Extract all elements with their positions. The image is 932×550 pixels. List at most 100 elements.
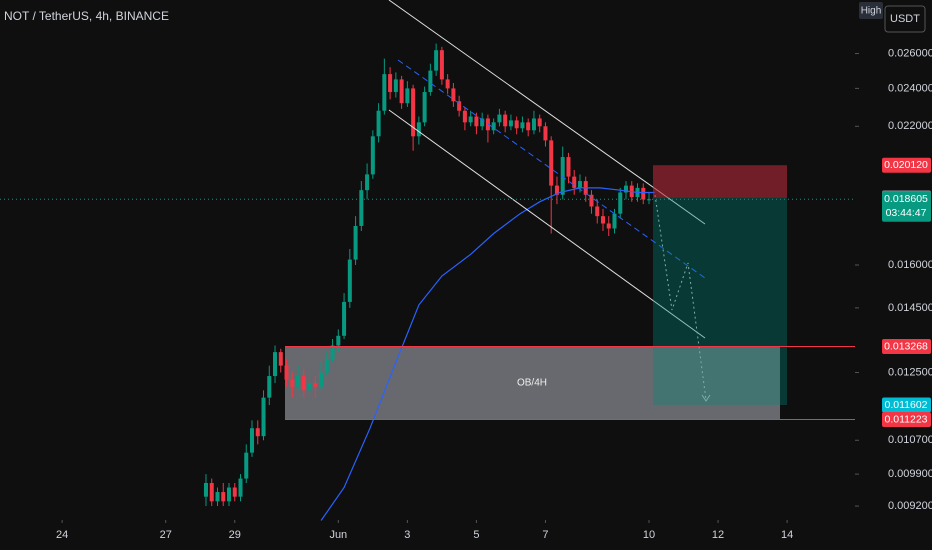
price-mode[interactable]: High bbox=[861, 6, 882, 17]
candle-body bbox=[647, 199, 652, 201]
candle-body bbox=[324, 358, 329, 373]
y-tick-label: 0.022000 bbox=[888, 120, 932, 132]
channel-lower bbox=[388, 109, 706, 339]
x-tick-label: 24 bbox=[56, 529, 68, 541]
stop-zone bbox=[653, 165, 787, 198]
candle-body bbox=[388, 74, 393, 93]
candle-body bbox=[342, 301, 347, 336]
currency-button[interactable] bbox=[884, 5, 926, 33]
candle-body bbox=[203, 482, 208, 497]
price-axis bbox=[855, 0, 932, 550]
channel-upper bbox=[388, 0, 706, 225]
candle-body bbox=[301, 376, 306, 391]
candle-body bbox=[416, 122, 421, 137]
price-tag-label: 0.011223 bbox=[884, 413, 927, 425]
y-tick-label: 0.009900 bbox=[888, 468, 932, 480]
candle-body bbox=[612, 213, 617, 229]
price-tag bbox=[882, 411, 931, 427]
chart-title: NOT / TetherUS, 4h, BINANCE bbox=[4, 9, 169, 23]
price-tag-label: 0.020120 bbox=[884, 159, 928, 171]
candle-body bbox=[526, 122, 531, 131]
candle-body bbox=[434, 50, 439, 71]
drawings-back: OB/4H bbox=[285, 346, 780, 420]
x-tick-label: 10 bbox=[643, 529, 655, 541]
candle-body bbox=[221, 492, 226, 502]
axis-labels: 0.026000 0.024000 0.022000 0.016000 0.014500… bbox=[56, 47, 932, 540]
y-tick-label: 0.014500 bbox=[888, 302, 932, 314]
candle-body bbox=[244, 452, 249, 479]
price-tag-label: 0.013268 bbox=[884, 340, 928, 352]
candle-body bbox=[451, 88, 456, 102]
candle-body bbox=[623, 185, 629, 193]
candle-body bbox=[405, 88, 410, 104]
candle-body bbox=[330, 345, 335, 359]
candle-body bbox=[278, 352, 283, 366]
candle-body bbox=[537, 118, 542, 127]
candle-body bbox=[480, 118, 485, 127]
candle-body bbox=[365, 174, 370, 191]
candle-body bbox=[595, 206, 600, 217]
price-mode-button[interactable] bbox=[859, 2, 883, 19]
candle-body bbox=[393, 79, 398, 93]
candle-body bbox=[577, 181, 582, 188]
candle-body bbox=[209, 482, 214, 502]
candle-body bbox=[554, 185, 559, 195]
candle-body bbox=[370, 136, 375, 175]
x-tick-label: Jun bbox=[329, 529, 347, 541]
order-block-zone bbox=[285, 346, 780, 420]
candle-body bbox=[491, 122, 496, 131]
currency[interactable]: USDT bbox=[890, 13, 920, 25]
y-tick-label: 0.024000 bbox=[888, 82, 932, 94]
candle-body bbox=[606, 223, 611, 229]
projection-path bbox=[654, 194, 707, 401]
x-tick-label: 12 bbox=[712, 529, 724, 541]
candle-body bbox=[566, 157, 571, 177]
candle-body bbox=[560, 157, 565, 195]
candle-body bbox=[353, 225, 358, 260]
candle-body bbox=[508, 120, 513, 127]
candle-body bbox=[382, 74, 387, 111]
candle-body bbox=[319, 372, 324, 387]
candle-body bbox=[238, 478, 243, 497]
x-tick-label: 5 bbox=[473, 529, 479, 541]
target-zone bbox=[653, 197, 787, 406]
y-tick-label: 0.016000 bbox=[888, 259, 932, 271]
candle-body bbox=[503, 114, 508, 127]
countdown: 03:44:47 bbox=[886, 207, 927, 219]
candle-body bbox=[255, 428, 260, 437]
candle-body bbox=[273, 352, 278, 377]
candle-body bbox=[543, 126, 548, 141]
candle-body bbox=[226, 487, 232, 502]
candle-body bbox=[457, 101, 462, 111]
candle-body bbox=[618, 192, 623, 214]
candle-body bbox=[249, 428, 255, 453]
price-tag-label: 0.018605 bbox=[884, 193, 928, 205]
projection-arrow bbox=[701, 394, 711, 402]
candle-body bbox=[589, 194, 594, 207]
candle-body bbox=[428, 70, 433, 93]
candle-body bbox=[261, 397, 266, 437]
candle-body bbox=[497, 114, 502, 123]
x-tick-label: 27 bbox=[160, 529, 172, 541]
candle-body bbox=[462, 110, 467, 123]
x-tick-label: 3 bbox=[404, 529, 410, 541]
candle-body bbox=[232, 487, 237, 497]
candle-body bbox=[336, 335, 341, 346]
price-tag bbox=[882, 157, 931, 173]
candle-body bbox=[514, 120, 519, 129]
channel bbox=[388, 0, 711, 402]
channel-middle bbox=[397, 59, 706, 279]
candle-body bbox=[411, 88, 416, 137]
y-tick-label: 0.009200 bbox=[888, 500, 932, 512]
candle-body bbox=[468, 116, 473, 123]
y-tick-label: 0.026000 bbox=[888, 47, 932, 59]
moving-average bbox=[320, 187, 655, 521]
y-tick-label: 0.010700 bbox=[888, 434, 932, 446]
y-tick-label: 0.012500 bbox=[888, 366, 932, 378]
overlays bbox=[0, 165, 855, 420]
candle-body bbox=[267, 376, 272, 398]
candles bbox=[203, 43, 655, 521]
candle-body bbox=[359, 190, 364, 226]
